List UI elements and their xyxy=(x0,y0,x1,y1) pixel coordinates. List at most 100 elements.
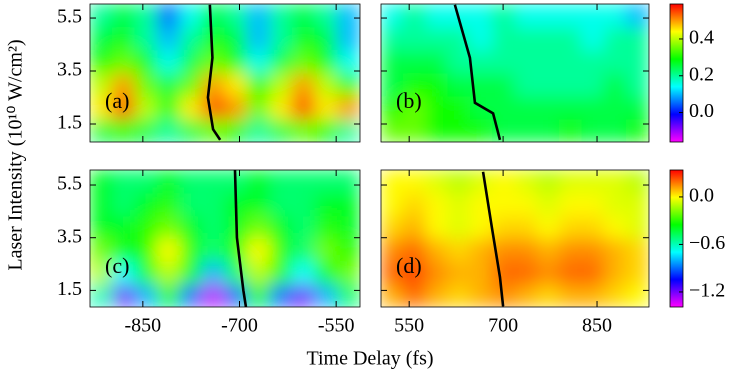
heatmap-cell xyxy=(314,283,338,307)
heatmap-cell xyxy=(314,4,338,28)
heatmap-cell xyxy=(314,192,338,217)
panel-label: (c) xyxy=(105,253,129,278)
colorbar xyxy=(669,3,684,143)
heatmap-cell xyxy=(314,72,338,97)
heatmap-cell xyxy=(381,72,404,97)
heatmap-cell xyxy=(269,26,293,51)
heatmap-cells xyxy=(381,4,649,142)
heatmap-cell xyxy=(269,192,293,217)
heatmap-cell xyxy=(292,95,316,120)
heatmap-cell xyxy=(134,118,158,142)
heatmap-cell xyxy=(134,238,158,262)
heatmap-cell xyxy=(292,283,316,307)
heatmap-cell xyxy=(90,95,113,120)
heatmap-cell xyxy=(626,260,649,285)
heatmap-cell xyxy=(447,72,471,97)
heatmap-cell xyxy=(603,260,628,285)
heatmap-cell xyxy=(536,26,561,51)
heatmap-cell xyxy=(536,283,561,307)
heatmap-cell xyxy=(292,4,316,28)
heatmap-cell xyxy=(337,95,360,120)
heatmap-cell xyxy=(157,170,181,194)
heatmap-cell xyxy=(292,118,316,142)
heatmap-cell xyxy=(425,49,449,74)
heatmap-cell xyxy=(492,4,516,28)
panel-label: (d) xyxy=(396,253,422,278)
heatmap-cell xyxy=(381,192,404,217)
heatmap-cell xyxy=(112,72,136,97)
heatmap-cell xyxy=(179,260,203,285)
heatmap-cell xyxy=(447,170,471,194)
heatmap-cell xyxy=(292,215,316,239)
heatmap-cell xyxy=(224,238,248,262)
heatmap-cell xyxy=(536,238,561,262)
heatmap-cell xyxy=(269,170,293,194)
heatmap-cell xyxy=(202,26,226,51)
heatmap-cell xyxy=(269,215,293,239)
heatmap-cell xyxy=(337,4,360,28)
heatmap-cell xyxy=(134,49,158,74)
heatmap-cell xyxy=(626,170,649,194)
heatmap-cell xyxy=(314,118,338,142)
heatmap-cell xyxy=(492,95,516,120)
heatmap-cell xyxy=(202,72,226,97)
heatmap-cell xyxy=(425,192,449,217)
heatmap-cell xyxy=(603,26,628,51)
heatmap-cell xyxy=(157,49,181,74)
heatmap-cell xyxy=(112,283,136,307)
heatmap-cell xyxy=(559,118,583,142)
heatmap-cell xyxy=(402,4,427,28)
heatmap-cell xyxy=(337,215,360,239)
heatmap-cell xyxy=(179,26,203,51)
heatmap-cell xyxy=(134,260,158,285)
panel-frame xyxy=(380,169,650,308)
heatmap-cell xyxy=(492,238,516,262)
heatmap-cell xyxy=(90,170,113,194)
heatmap-cell xyxy=(492,260,516,285)
heatmap-cell xyxy=(603,72,628,97)
heatmap-cell xyxy=(381,118,404,142)
heatmap-cell xyxy=(202,170,226,194)
heatmap-cell xyxy=(536,192,561,217)
heatmap-cell xyxy=(603,95,628,120)
heatmap-cell xyxy=(247,95,271,120)
heatmap-cell xyxy=(337,260,360,285)
colorbar-tick-label: −1.2 xyxy=(689,280,725,302)
heatmap-cell xyxy=(381,95,404,120)
panel-label: (a) xyxy=(105,88,129,113)
heatmap-cell xyxy=(559,95,583,120)
heatmap-cell xyxy=(492,72,516,97)
heatmap-cell xyxy=(425,283,449,307)
heatmap-cell xyxy=(402,260,427,285)
x-tick-label: -700 xyxy=(221,315,258,337)
heatmap-cell xyxy=(112,170,136,194)
heatmap-cell xyxy=(581,283,605,307)
heatmap-cell xyxy=(179,118,203,142)
heatmap-cell xyxy=(247,118,271,142)
x-axis-label: Time Delay (fs) xyxy=(306,348,433,370)
heatmap-cell xyxy=(134,283,158,307)
heatmap-cell xyxy=(247,170,271,194)
heatmap-cell xyxy=(112,118,136,142)
heatmap-cell xyxy=(514,260,538,285)
heatmap-cell xyxy=(157,26,181,51)
heatmap-cell xyxy=(179,72,203,97)
heatmap-cell xyxy=(381,215,404,239)
heatmap-cell xyxy=(469,49,494,74)
heatmap-cells xyxy=(381,170,649,307)
heatmap-cell xyxy=(134,95,158,120)
heatmap-cell xyxy=(202,215,226,239)
heatmap-cell xyxy=(269,260,293,285)
heatmap-cell xyxy=(447,238,471,262)
heatmap-cell xyxy=(381,170,404,194)
heatmap-cell xyxy=(626,95,649,120)
heatmap-cell xyxy=(559,4,583,28)
heatmap-cell xyxy=(112,49,136,74)
heatmap-cell xyxy=(247,238,271,262)
heatmap-cell xyxy=(469,72,494,97)
heatmap-cell xyxy=(134,170,158,194)
heatmap-cell xyxy=(202,283,226,307)
heatmap-cell xyxy=(224,95,248,120)
heatmap-cell xyxy=(402,192,427,217)
